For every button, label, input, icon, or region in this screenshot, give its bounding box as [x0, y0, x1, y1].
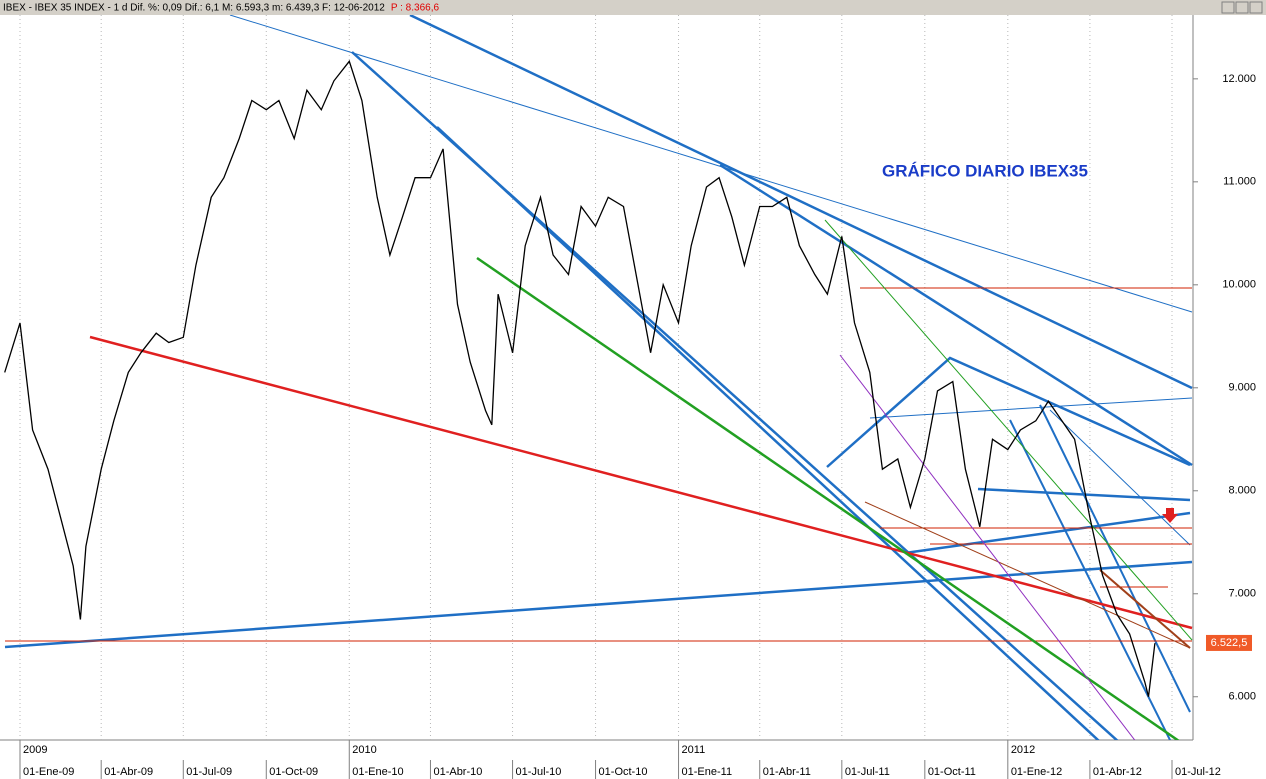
header-info: IBEX - IBEX 35 INDEX - 1 d Dif. %: 0,09 …: [3, 3, 385, 14]
trend-line: [869, 397, 1193, 419]
last-value-box: [1206, 634, 1252, 651]
header-price: P : 8.366,6: [391, 3, 440, 14]
trend-line: [1049, 409, 1191, 546]
x-tick-label: 01-Abr-09: [104, 766, 153, 778]
x-tick-label: 01-Oct-11: [928, 766, 976, 778]
grid: [19, 15, 1173, 740]
support-line: [89, 335, 1193, 630]
x-tick-label: 01-Ene-10: [352, 766, 403, 778]
x-tick-label: 01-Abr-10: [433, 766, 482, 778]
arrow-icon: [1162, 508, 1178, 523]
y-tick-label: 9.000: [1228, 382, 1256, 394]
y-tick-label: 7.000: [1228, 588, 1256, 600]
trend-line: [436, 126, 1100, 740]
price-line: [4, 59, 1156, 697]
trend-line: [719, 163, 1193, 467]
year-label: 2010: [352, 744, 376, 756]
trend-line: [864, 501, 1191, 649]
x-tick-label: 01-Jul-12: [1175, 766, 1221, 778]
trend-line: [839, 354, 1136, 740]
year-label: 2011: [682, 744, 706, 756]
trend-line: [1009, 419, 1172, 740]
x-tick-label: 01-Ene-11: [682, 766, 733, 778]
trend-line: [1099, 569, 1191, 649]
trend-line: [409, 15, 1193, 390]
y-tick-label: 12.000: [1222, 73, 1256, 85]
trend-line: [824, 219, 1193, 641]
x-tick-label: 01-Oct-09: [269, 766, 318, 778]
x-tick-label: 01-Abr-12: [1093, 766, 1142, 778]
y-tick-label: 6.000: [1228, 691, 1256, 703]
x-tick-label: 01-Ene-09: [23, 766, 74, 778]
x-tick-label: 01-Ene-12: [1011, 766, 1062, 778]
minimize-button[interactable]: [1221, 1, 1235, 14]
trend-line: [1039, 404, 1191, 713]
x-tick-label: 01-Abr-11: [763, 766, 811, 778]
y-tick-label: 10.000: [1222, 279, 1256, 291]
annotation: GRÁFICO DIARIO IBEX35: [882, 161, 1088, 180]
close-button[interactable]: [1249, 1, 1263, 14]
trend-lines: [4, 15, 1193, 740]
y-tick-label: 11.000: [1223, 176, 1256, 188]
trend-line: [476, 256, 1180, 740]
x-tick-label: 01-Jul-09: [186, 766, 232, 778]
maximize-button[interactable]: [1235, 1, 1249, 14]
x-tick-label: 01-Jul-10: [516, 766, 562, 778]
year-label: 2009: [23, 744, 47, 756]
last-value-label: 6.522,5: [1211, 637, 1248, 649]
y-tick-label: 8.000: [1228, 485, 1256, 497]
header-bar: [0, 0, 1266, 15]
trend-line: [904, 511, 1191, 555]
trend-line: [229, 15, 1193, 313]
trend-line: [826, 356, 1191, 468]
x-tick-label: 01-Oct-10: [599, 766, 648, 778]
x-tick-label: 01-Jul-11: [845, 766, 890, 778]
year-label: 2012: [1011, 744, 1035, 756]
